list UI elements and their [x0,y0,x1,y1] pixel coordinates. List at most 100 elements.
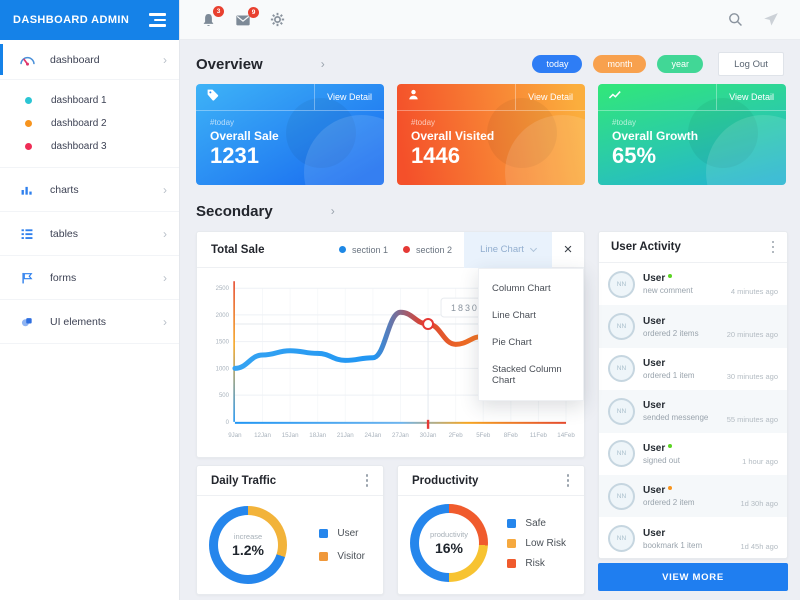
filter-pill-year[interactable]: year [657,55,703,73]
legend-section-2[interactable]: section 2 [402,245,452,255]
hamburger-menu-icon[interactable] [149,13,166,27]
user-activity-row[interactable]: NN User ordered 2 items 20 minutes ago [599,305,787,348]
user-name: User [643,442,666,454]
sidebar-item-dashboard-3[interactable]: dashboard 3 [0,135,179,158]
sidebar-item-dashboard-2[interactable]: dashboard 2 [0,112,179,135]
messages-mail-icon[interactable]: 9 [234,6,259,28]
notifications-bell-icon[interactable]: 3 [200,5,224,29]
chevron-right-icon [163,54,167,66]
paper-plane-icon[interactable] [762,11,780,28]
user-activity-row[interactable]: NN User new comment 4 minutes ago [599,263,787,305]
orange-dot-icon [25,120,32,127]
donut-center-label: productivity [430,530,468,539]
stat-tag: #today [411,118,436,127]
user-name: User [643,273,666,285]
svg-text:2Feb: 2Feb [449,432,464,439]
sidebar-item-tables[interactable]: tables [0,212,179,256]
user-activity-row[interactable]: NN User bookmark 1 item 1d 45h ago [599,517,787,558]
svg-text:24Jan: 24Jan [364,432,381,439]
user-action: new comment [643,286,693,296]
right-column: User Activity NN User new comment 4 minutes… [598,231,788,595]
productivity-donut-chart: productivity 16% [410,504,488,582]
sidebar-item-label: dashboard 1 [51,95,107,106]
sidebar-item-forms[interactable]: forms [0,256,179,300]
activity-time: 1d 30h ago [740,499,778,509]
gauge-icon [16,53,38,66]
dropdown-option-stacked-column-chart[interactable]: Stacked Column Chart [492,364,562,386]
svg-text:2500: 2500 [216,286,230,292]
user-name: User [643,485,666,497]
content-row: Total Sale section 1 section 2 [196,231,788,595]
sidebar-item-charts[interactable]: charts [0,168,179,212]
user-action: bookmark 1 item [643,540,703,550]
ui-elements-icon [16,315,38,329]
svg-text:0: 0 [226,420,230,426]
total-sale-chart[interactable]: 0 500 1000 1500 2000 2500 9Jan 12Jan 15Jan 18Jan 2… [197,268,584,457]
stat-card-body: #today Overall Growth 65% [598,111,786,169]
svg-text:30Jan: 30Jan [420,432,437,439]
donut-center-value: 16% [434,540,464,556]
view-detail-link[interactable]: View Detail [314,84,384,110]
user-activity-row[interactable]: NN User ordered 1 item 30 minutes ago [599,348,787,390]
user-activity-text: User ordered 1 item [643,358,695,380]
close-icon[interactable] [552,232,584,267]
bar-chart-icon [16,183,38,197]
view-detail-link[interactable]: View Detail [515,84,585,110]
chart-legend: section 1 section 2 [338,245,452,255]
sidebar-item-label: dashboard 3 [51,141,107,152]
donut-center: productivity 16% [419,513,479,573]
filter-pill-month[interactable]: month [593,55,647,73]
stat-value: 1446 [411,143,460,168]
sidebar-item-label: dashboard 2 [51,118,107,129]
dropdown-option-line-chart[interactable]: Line Chart [492,310,536,321]
legend-label: Visitor [337,551,365,562]
overview-header-row: Overview today month year Log Out [196,52,784,76]
sidebar-item-dashboard-1[interactable]: dashboard 1 [0,89,179,112]
sidebar-item-ui-elements[interactable]: UI elements [0,300,179,344]
dropdown-option-column-chart[interactable]: Column Chart [492,283,551,294]
legend-section-1[interactable]: section 1 [338,245,388,255]
dropdown-option-pie-chart[interactable]: Pie Chart [492,337,532,348]
kebab-menu-icon[interactable] [562,471,575,490]
total-sale-header: Total Sale section 1 section 2 [197,231,584,268]
search-icon[interactable] [727,11,744,28]
daily-traffic-donut-chart: increase 1.2% [209,506,287,584]
user-activity-row[interactable]: NN User ordered 2 item 1d 30h ago [599,474,787,518]
flag-icon [16,271,38,285]
chevron-right-icon[interactable] [321,57,325,71]
svg-text:12Jan: 12Jan [254,432,271,439]
chart-type-dropdown-menu: Column Chart Line Chart Pie Chart Stacke… [478,268,584,401]
time-filter-pills: today month year [532,55,703,73]
user-activity-text: User bookmark 1 item [643,528,702,550]
sidebar-sub-list: dashboard 1 dashboard 2 dashboard 3 [0,80,179,168]
sidebar-item-dashboard[interactable]: dashboard [0,40,179,80]
chevron-right-icon [163,228,167,240]
chevron-right-icon [163,316,167,328]
kebab-menu-icon[interactable] [767,238,780,257]
view-more-button[interactable]: VIEW MORE [598,563,788,591]
main-content: Overview today month year Log Out View D… [180,40,800,600]
sidebar-item-label: forms [50,271,77,284]
user-activity-title: User Activity [611,241,681,253]
kebab-menu-icon[interactable] [361,471,374,490]
chevron-right-icon[interactable] [331,204,335,218]
user-activity-row[interactable]: NN User signed out 1 hour ago [599,433,787,475]
sidebar: DASHBOARD ADMIN dashboard dashboard 1 da… [0,0,180,600]
chart-type-select[interactable]: Line Chart [464,231,552,268]
stat-cards-row: View Detail #today Overall Sale 1231 Vie… [196,84,786,185]
chart-type-selected-value: Line Chart [480,244,524,255]
activity-time: 4 minutes ago [730,287,778,297]
user-activity-row[interactable]: NN User sended messenge 55 minutes ago [599,390,787,433]
logout-button[interactable]: Log Out [718,52,784,76]
productivity-title: Productivity [412,474,479,487]
filter-pill-today[interactable]: today [532,55,583,73]
settings-gear-icon[interactable] [269,11,286,28]
user-activity-text: User signed out [643,443,680,465]
user-activity-header: User Activity [599,232,787,263]
svg-text:21Jan: 21Jan [337,432,354,439]
activity-time: 20 minutes ago [726,329,778,339]
svg-text:5Feb: 5Feb [476,432,491,439]
svg-text:2000: 2000 [216,313,230,319]
user-action: sended messenge [643,413,709,423]
view-detail-link[interactable]: View Detail [716,84,786,110]
